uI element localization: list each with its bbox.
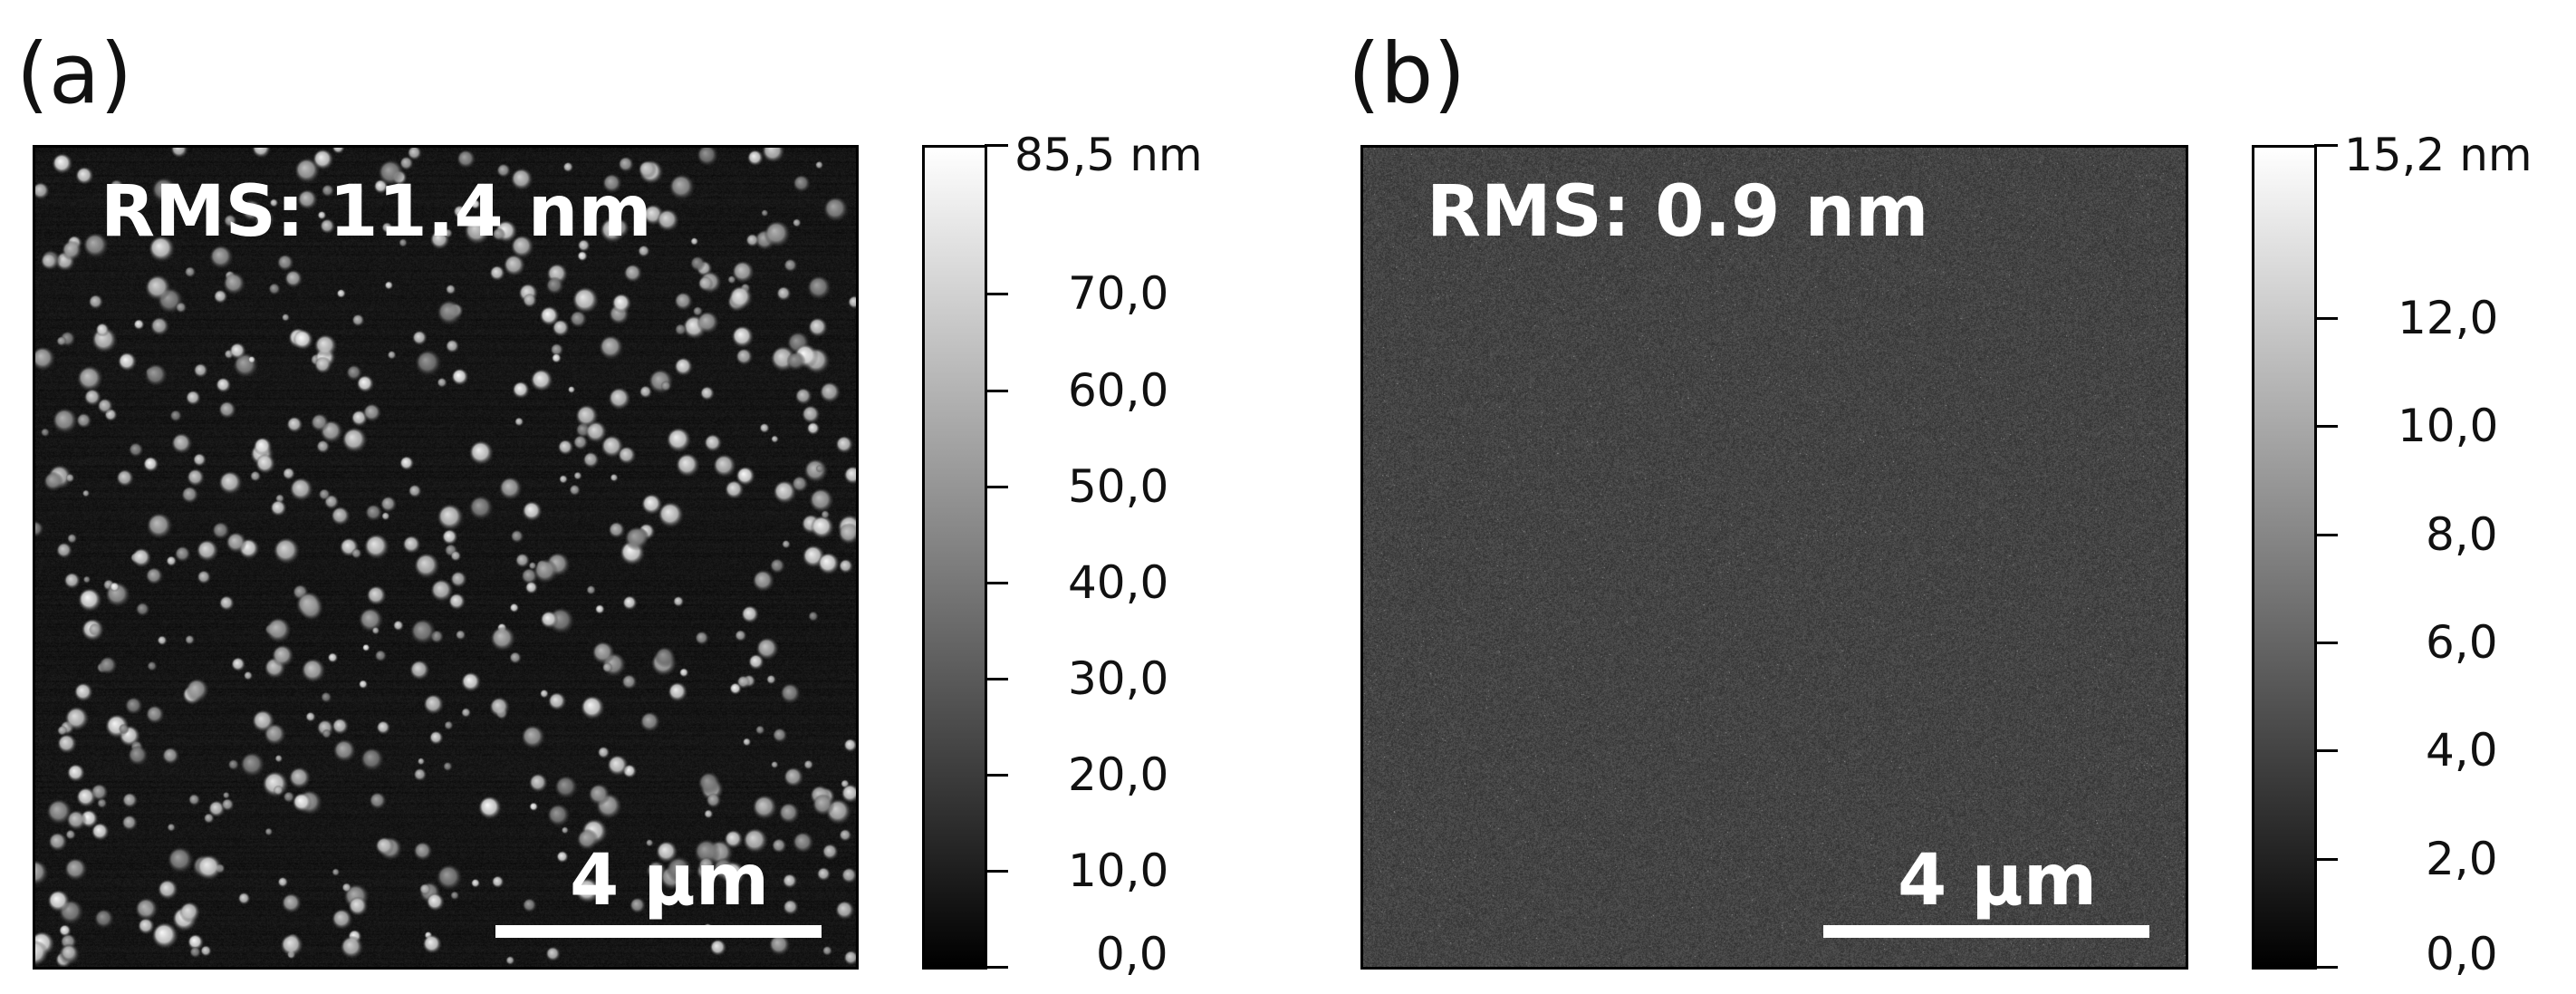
colorbar-tick-label: 10,0	[2398, 400, 2499, 453]
colorbar-tick-label: 30,0	[1068, 651, 1169, 705]
colorbar-tick	[2314, 316, 2338, 320]
afm-image-b: RMS: 0.9 nm 4 µm	[1360, 145, 2188, 970]
colorbar-tick	[985, 581, 1008, 584]
panel-b-label: (b)	[1348, 25, 1466, 122]
scalebar-label-b: 4 µm	[1898, 840, 2098, 922]
colorbar-tick-label: 70,0	[1068, 267, 1169, 321]
colorbar-tick	[985, 677, 1008, 680]
colorbar-tick-label: 0,0	[2426, 928, 2498, 980]
scalebar-b	[1823, 925, 2149, 938]
rms-label-a: RMS: 11.4 nm	[101, 171, 652, 253]
colorbar-tick-label: 6,0	[2426, 615, 2498, 669]
colorbar-tick-label: 2,0	[2426, 832, 2498, 885]
colorbar-a	[922, 145, 987, 970]
colorbar-tick	[985, 389, 1008, 392]
colorbar-tick	[2314, 144, 2338, 147]
afm-image-a: RMS: 11.4 nm 4 µm	[33, 145, 859, 970]
colorbar-tick	[985, 966, 1008, 969]
colorbar-tick	[985, 773, 1008, 777]
colorbar-tick	[2314, 966, 2338, 969]
afm-topography-a	[35, 148, 856, 967]
colorbar-tick	[985, 869, 1008, 873]
colorbar-tick-label: 8,0	[2426, 507, 2498, 561]
colorbar-tick	[985, 293, 1008, 296]
colorbar-tick	[2314, 857, 2338, 861]
colorbar-tick	[2314, 749, 2338, 753]
afm-topography-b	[1363, 148, 2186, 967]
colorbar-tick-label: 4,0	[2426, 724, 2498, 777]
colorbar-tick-label: 20,0	[1068, 748, 1169, 801]
scalebar-label-a: 4 µm	[570, 840, 770, 922]
colorbar-tick-label: 85,5 nm	[1014, 129, 1203, 181]
colorbar-b	[2252, 145, 2317, 970]
colorbar-tick	[985, 485, 1008, 488]
scalebar-a	[495, 925, 822, 938]
colorbar-tick	[2314, 641, 2338, 644]
colorbar-tick-label: 15,2 nm	[2344, 129, 2533, 181]
rms-label-b: RMS: 0.9 nm	[1427, 171, 1929, 253]
colorbar-tick-label: 40,0	[1068, 555, 1169, 609]
panel-a-label: (a)	[16, 25, 133, 122]
colorbar-tick-label: 0,0	[1096, 928, 1168, 980]
colorbar-tick-label: 50,0	[1068, 459, 1169, 513]
colorbar-tick-label: 60,0	[1068, 363, 1169, 417]
colorbar-tick-label: 10,0	[1068, 844, 1169, 897]
colorbar-tick	[2314, 425, 2338, 429]
colorbar-tick	[2314, 533, 2338, 536]
colorbar-tick-label: 12,0	[2398, 291, 2499, 344]
colorbar-tick	[985, 144, 1008, 147]
